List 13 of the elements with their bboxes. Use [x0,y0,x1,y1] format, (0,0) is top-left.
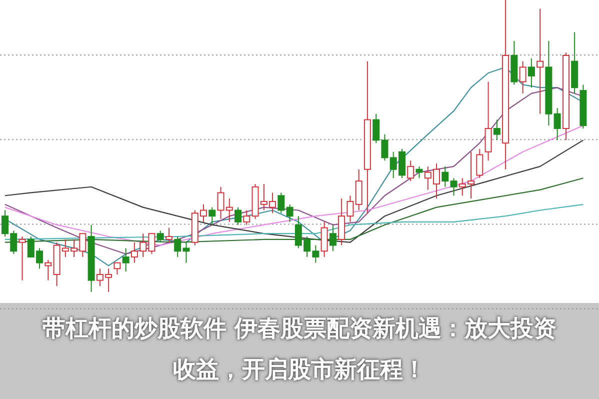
candlestick [320,221,328,258]
candlestick [536,8,544,114]
candlestick [571,32,578,94]
candlestick [554,108,561,141]
text: 带杠杆的炒股软件 伊春股票配资新机遇：放大投资收益，开启股市新征程！ [41,315,558,385]
candlestick [502,0,510,170]
candlestick [442,166,449,188]
candlestick [364,60,371,214]
candlestick [122,248,130,272]
candlestick [545,40,552,126]
candlestick [484,81,492,162]
candlestick [88,224,95,292]
candlestick [528,58,535,88]
